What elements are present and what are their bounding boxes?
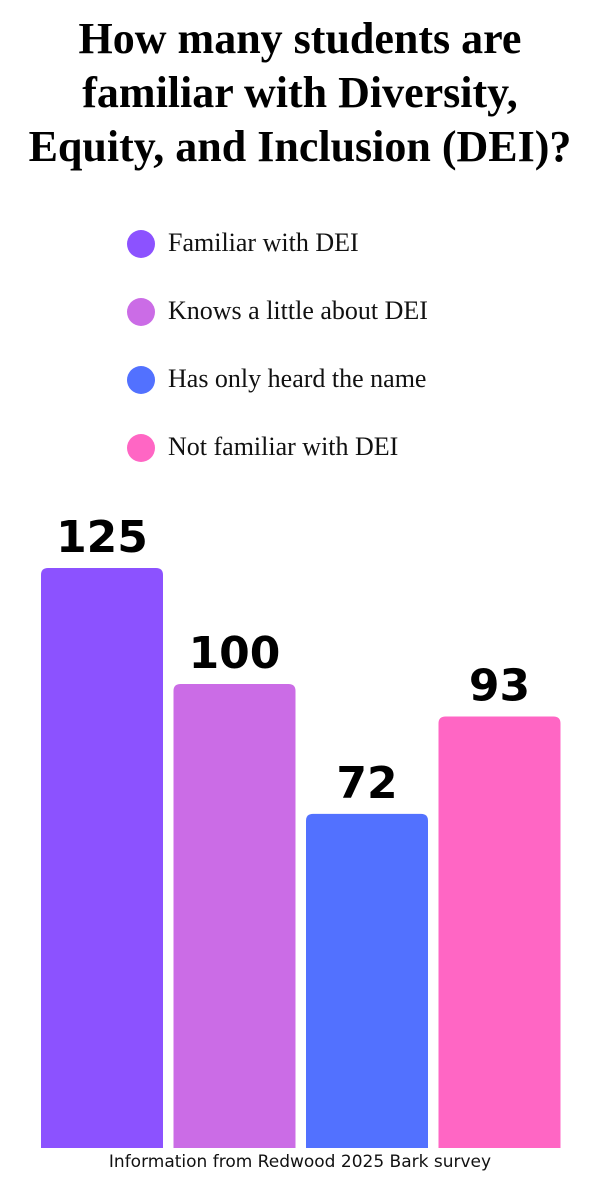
legend-item-knows-little: Knows a little about DEI: [127, 294, 587, 362]
data-label-heard-name: 72: [336, 758, 397, 809]
legend-item-familiar: Familiar with DEI: [127, 226, 587, 294]
bar-heard-name: [306, 813, 428, 1148]
data-label-not-familiar: 93: [469, 660, 530, 711]
legend-dot-heard-name: [127, 366, 155, 394]
source-note: Information from Redwood 2025 Bark surve…: [108, 1152, 492, 1172]
data-label-familiar: 125: [56, 512, 148, 563]
title-line-1: How many students are: [78, 14, 522, 63]
legend-dot-knows-little: [127, 298, 155, 326]
legend-label-familiar: Familiar with DEI: [168, 228, 359, 257]
legend-label-not-familiar: Not familiar with DEI: [168, 432, 399, 461]
bar-familiar: [41, 568, 163, 1148]
legend-label-heard-name: Has only heard the name: [168, 364, 427, 393]
title-line-3: Equity, and Inclusion (DEI)?: [28, 122, 572, 171]
title-line-2: familiar with Diversity,: [82, 68, 518, 117]
legend-dot-not-familiar: [127, 434, 155, 462]
legend-item-heard-name: Has only heard the name: [127, 362, 587, 430]
bar-not-familiar: [438, 716, 561, 1148]
legend-dot-familiar: [127, 230, 155, 258]
chart-legend: Familiar with DEI Knows a little about D…: [127, 226, 587, 498]
legend-label-knows-little: Knows a little about DEI: [168, 296, 428, 325]
legend-item-not-familiar: Not familiar with DEI: [127, 430, 587, 498]
chart-title: How many students are familiar with Dive…: [0, 12, 600, 174]
bar-knows-little: [173, 684, 296, 1148]
bar-chart: 125 100 72 93: [41, 512, 561, 1148]
data-label-knows-little: 100: [189, 628, 281, 679]
